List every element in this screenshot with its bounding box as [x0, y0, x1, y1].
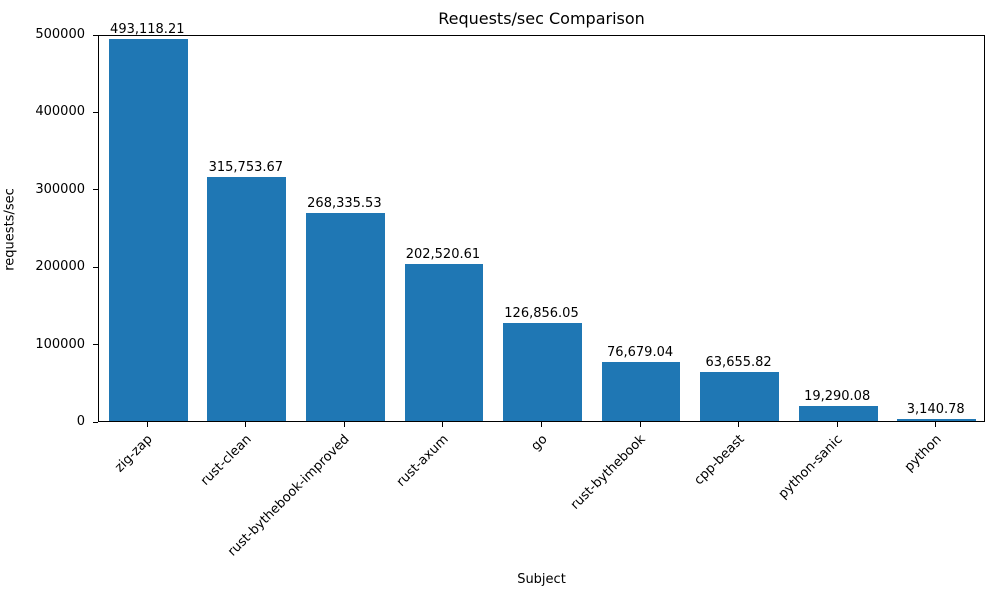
bar-value-label: 493,118.21	[110, 22, 185, 38]
bar-python	[897, 418, 977, 421]
bar-rust-clean	[207, 176, 287, 421]
x-axis-tick	[442, 422, 444, 427]
bar-rust-bythebook	[601, 361, 681, 421]
bar-value-label: 76,679.04	[606, 344, 674, 360]
bar-value-label: 19,290.08	[804, 389, 871, 405]
x-axis-tick	[738, 422, 740, 427]
x-axis-tick	[935, 422, 937, 427]
y-axis-tick	[93, 266, 98, 268]
y-axis-tick	[93, 111, 98, 113]
y-axis-tick	[93, 421, 98, 423]
bar-value-label: 126,856.05	[504, 305, 579, 321]
x-axis-label: Subject	[517, 572, 566, 587]
bar-python-sanic	[798, 406, 878, 421]
x-axis-tick	[245, 422, 247, 427]
bar-cpp-beast	[700, 371, 780, 421]
y-tick-label: 0	[76, 414, 85, 429]
chart-title: Requests/sec Comparison	[438, 9, 645, 28]
bar-value-label: 202,520.61	[405, 247, 481, 263]
x-axis-tick	[639, 422, 641, 427]
y-tick-label: 300000	[35, 181, 85, 197]
bar-rust-axum	[404, 264, 484, 421]
bar-go	[503, 322, 582, 421]
bar-value-label: 63,655.82	[705, 354, 772, 370]
bar-zig-zap	[108, 39, 188, 421]
bar-rust-bythebook-improved	[305, 213, 385, 421]
y-tick-label: 500000	[35, 27, 85, 42]
y-axis-tick	[93, 189, 98, 191]
y-axis-tick	[93, 344, 98, 346]
plot-area	[98, 35, 985, 422]
x-axis-tick	[541, 422, 542, 427]
bar-value-label: 3,140.78	[906, 401, 965, 417]
y-tick-label: 200000	[35, 259, 85, 275]
x-axis-tick	[146, 422, 148, 427]
x-axis-tick	[343, 422, 345, 427]
x-axis-tick	[836, 422, 838, 427]
bar-value-label: 315,753.67	[208, 159, 284, 175]
y-tick-label: 100000	[35, 336, 85, 352]
y-axis-tick	[93, 34, 98, 36]
bar-value-label: 268,335.53	[307, 196, 382, 212]
y-tick-label: 400000	[35, 104, 85, 120]
